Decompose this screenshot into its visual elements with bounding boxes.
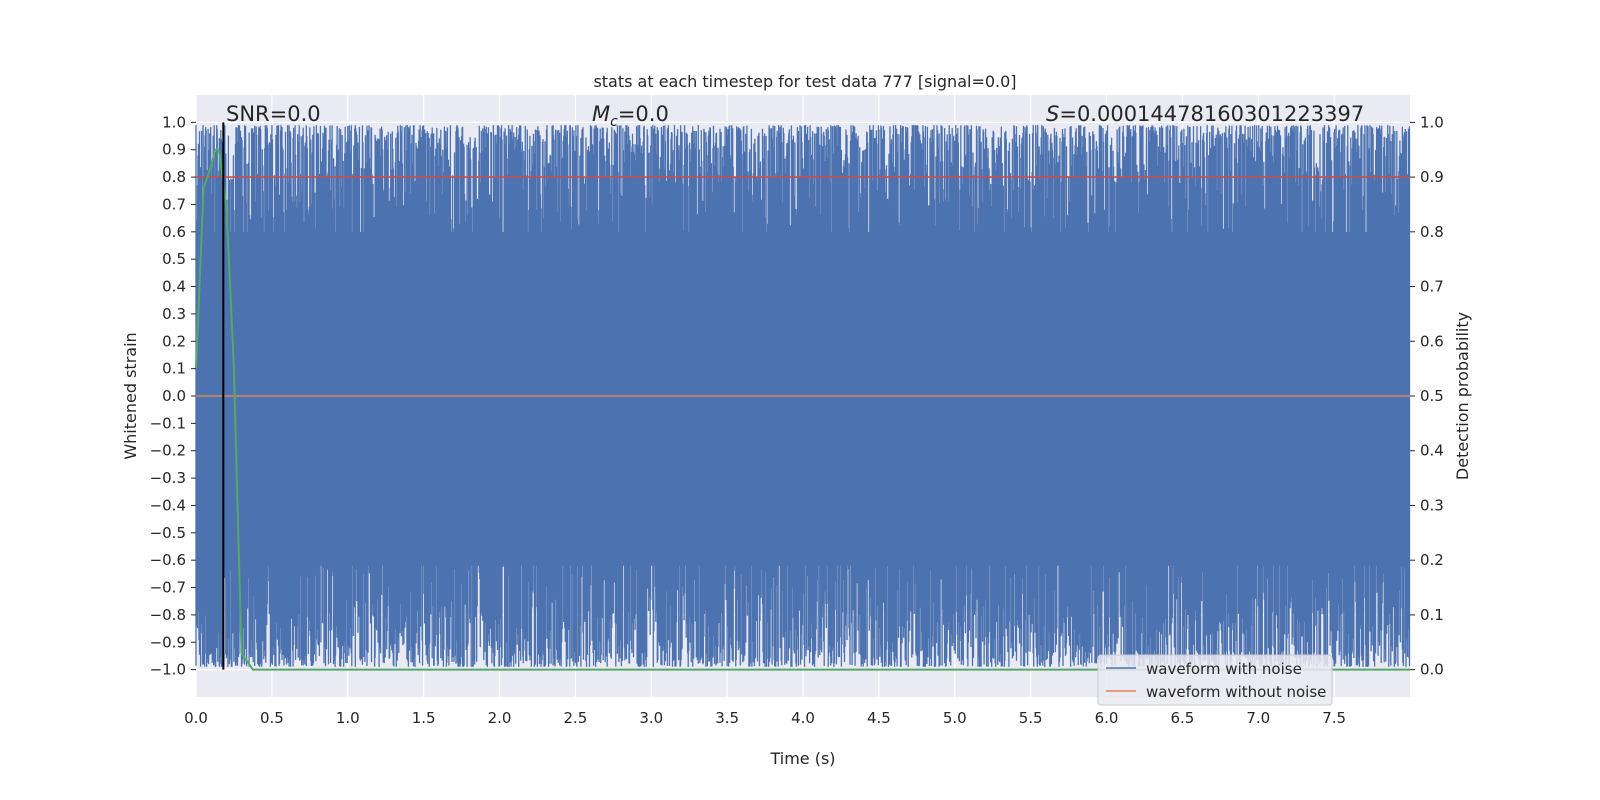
x-tick-label: 4.5 <box>867 709 891 727</box>
y-tick-label-left: 0.0 <box>162 387 186 405</box>
x-tick-label: 3.5 <box>715 709 739 727</box>
tick-labels: 0.0 0.5 1.0 1.5 2.0 2.5 3.0 3.5 4.0 4.5 5.0 5.5 6.0 6… <box>150 113 1444 727</box>
mc-symbol: M <box>592 102 610 126</box>
x-tick-label: 4.0 <box>791 709 815 727</box>
y-tick-label-right: 0.1 <box>1420 606 1444 624</box>
y-tick-label-left: −0.9 <box>150 633 186 651</box>
y-tick-label-left: 0.9 <box>162 141 186 159</box>
legend: waveform with noise waveform without noi… <box>1097 654 1333 706</box>
x-tick-label: 5.0 <box>943 709 967 727</box>
mc-value: =0.0 <box>618 102 669 126</box>
y-tick-label-right: 1.0 <box>1420 113 1444 131</box>
x-tick-label: 6.0 <box>1095 709 1119 727</box>
snr-annotation: SNR=0.0 <box>226 102 321 126</box>
y-tick-label-left: −0.8 <box>150 606 186 624</box>
y-tick-label-left: 0.1 <box>162 360 186 378</box>
y-axis-label-right: Detection probability <box>1453 312 1472 480</box>
chirp-mass-annotation: Mc=0.0 <box>592 102 669 130</box>
x-axis-label: Time (s) <box>769 749 835 768</box>
y-tick-label-left: −0.3 <box>150 469 186 487</box>
overlay-lines <box>195 122 1410 671</box>
y-tick-label-right: 0.5 <box>1420 387 1444 405</box>
y-tick-label-left: 0.7 <box>162 195 186 213</box>
series-waveform-with-noise <box>195 125 1411 667</box>
mc-subscript: c <box>610 114 618 130</box>
y-tick-label-left: 0.5 <box>162 250 186 268</box>
y-tick-label-left: −0.2 <box>150 442 186 460</box>
y-tick-label-left: −0.4 <box>150 496 186 514</box>
y-tick-label-left: 0.2 <box>162 332 186 350</box>
y-tick-label-right: 0.6 <box>1420 332 1444 350</box>
y-tick-label-left: 1.0 <box>162 113 186 131</box>
x-tick-label: 0.0 <box>184 709 208 727</box>
x-tick-label: 3.0 <box>639 709 663 727</box>
y-tick-label-left: 0.3 <box>162 305 186 323</box>
x-tick-label: 1.5 <box>412 709 436 727</box>
y-tick-label-left: −0.6 <box>150 551 186 569</box>
s-annotation: S=0.00014478160301223397 <box>1046 102 1364 126</box>
y-tick-label-right: 0.2 <box>1420 551 1444 569</box>
legend-label-clean: waveform without noise <box>1146 683 1326 701</box>
y-tick-label-right: 0.8 <box>1420 223 1444 241</box>
x-tick-label: 5.5 <box>1019 709 1043 727</box>
y-tick-label-left: 0.6 <box>162 223 186 241</box>
legend-box <box>1097 654 1333 706</box>
y-tick-label-left: 0.8 <box>162 168 186 186</box>
x-tick-label: 0.5 <box>260 709 284 727</box>
y-tick-label-left: −0.5 <box>150 524 186 542</box>
y-tick-label-left: −1.0 <box>150 661 186 679</box>
y-tick-label-right: 0.0 <box>1420 661 1444 679</box>
x-tick-label: 1.0 <box>336 709 360 727</box>
y-tick-label-right: 0.7 <box>1420 278 1444 296</box>
y-tick-label-left: −0.1 <box>150 414 186 432</box>
y-tick-label-left: −0.7 <box>150 579 186 597</box>
x-tick-label: 6.5 <box>1170 709 1194 727</box>
x-tick-label: 2.0 <box>488 709 512 727</box>
y-tick-label-right: 0.9 <box>1420 168 1444 186</box>
y-tick-label-right: 0.3 <box>1420 496 1444 514</box>
s-value: =0.00014478160301223397 <box>1059 102 1364 126</box>
y-axis-label-left: Whitened strain <box>121 332 140 459</box>
y-tick-label-right: 0.4 <box>1420 442 1444 460</box>
y-tick-label-left: 0.4 <box>162 278 186 296</box>
x-tick-label: 2.5 <box>563 709 587 727</box>
legend-label-noise: waveform with noise <box>1146 660 1302 678</box>
chart-title: stats at each timestep for test data 777… <box>593 72 1016 91</box>
x-tick-label: 7.0 <box>1246 709 1270 727</box>
x-tick-label: 7.5 <box>1322 709 1346 727</box>
s-symbol: S <box>1046 102 1059 126</box>
